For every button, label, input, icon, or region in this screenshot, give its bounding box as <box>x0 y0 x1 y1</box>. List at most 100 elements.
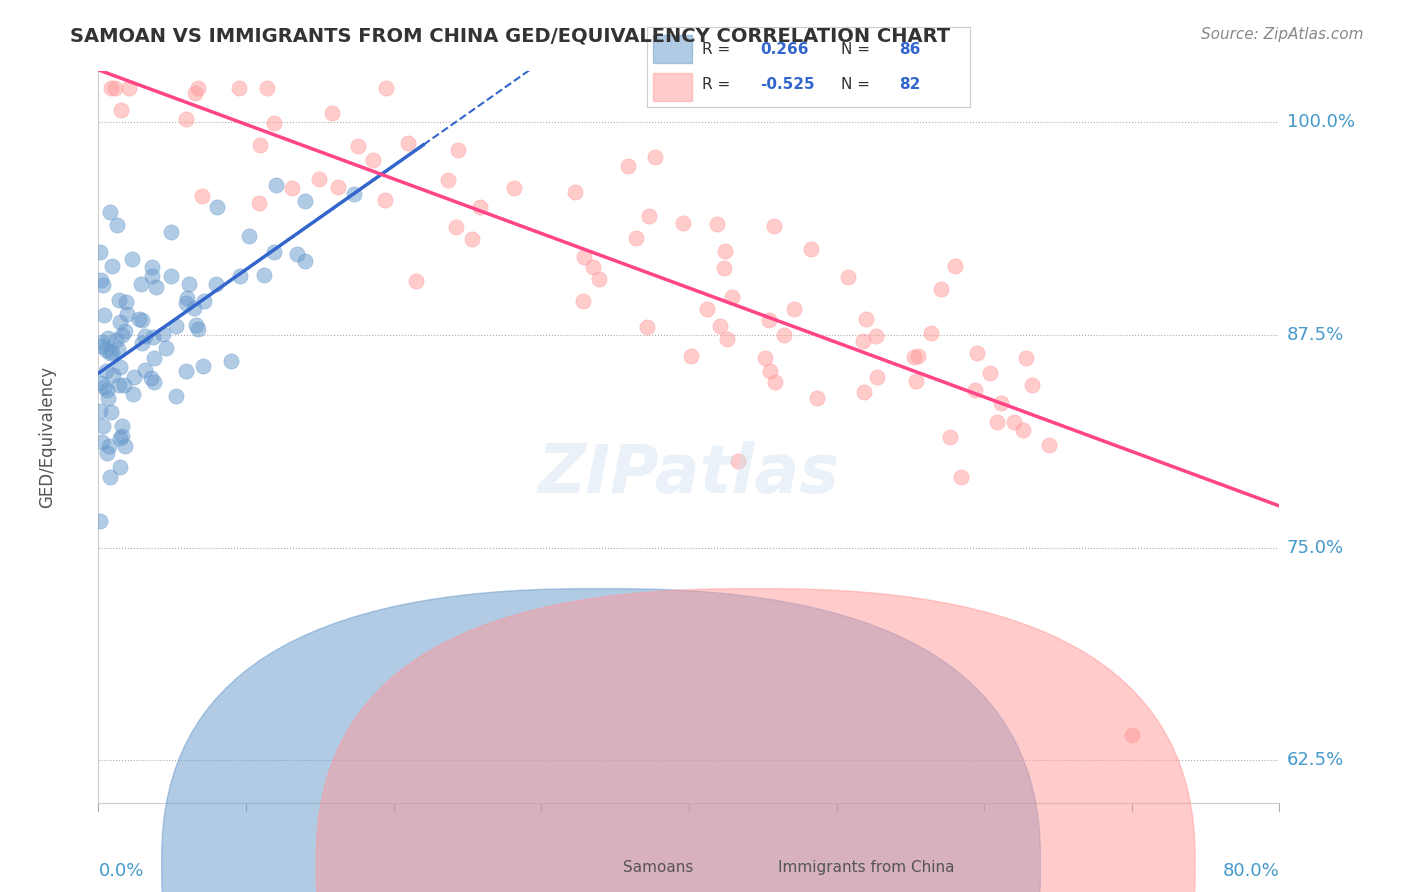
Point <box>773 328 796 343</box>
Point <box>754 351 776 365</box>
Point <box>447 143 470 157</box>
Point <box>134 328 156 343</box>
Bar <box>654 35 692 62</box>
Point <box>100 81 122 95</box>
Point <box>110 315 132 329</box>
Point <box>800 242 823 256</box>
Point <box>131 335 153 350</box>
Point <box>321 105 343 120</box>
Text: ZIPatlas: ZIPatlas <box>538 441 839 507</box>
Point <box>264 178 287 193</box>
Point <box>256 81 278 95</box>
Point <box>637 210 659 224</box>
Point <box>98 439 121 453</box>
Point <box>852 334 875 348</box>
Point <box>94 343 117 358</box>
Point <box>160 225 183 239</box>
Point <box>965 384 987 398</box>
Point <box>134 362 156 376</box>
Point <box>280 181 302 195</box>
Point <box>696 302 718 317</box>
Point <box>294 194 316 208</box>
Point <box>617 159 640 173</box>
Point <box>128 311 150 326</box>
Point <box>979 367 1001 381</box>
Point <box>118 81 141 95</box>
Point <box>221 353 243 368</box>
Text: Source: ZipAtlas.com: Source: ZipAtlas.com <box>1201 27 1364 42</box>
Point <box>89 514 111 528</box>
Point <box>187 322 209 336</box>
Text: 86: 86 <box>898 42 921 57</box>
Point <box>107 378 129 392</box>
Point <box>308 172 330 186</box>
Point <box>155 341 177 355</box>
Point <box>644 150 666 164</box>
Point <box>142 351 165 365</box>
Point <box>866 370 889 384</box>
Text: 80.0%: 80.0% <box>1223 863 1279 880</box>
Point <box>205 277 228 292</box>
Point <box>205 200 228 214</box>
Point <box>174 364 197 378</box>
Point <box>361 153 384 168</box>
Text: N =: N = <box>841 42 870 57</box>
Point <box>763 219 786 233</box>
Point <box>100 345 122 359</box>
Point <box>763 375 786 389</box>
Text: -0.525: -0.525 <box>759 77 814 92</box>
Point <box>905 374 928 388</box>
Point <box>920 326 942 340</box>
Point <box>100 205 122 219</box>
Point <box>574 250 596 264</box>
Point <box>572 293 595 308</box>
Point <box>837 269 859 284</box>
Point <box>96 384 118 398</box>
Point <box>588 271 610 285</box>
Point <box>713 261 735 276</box>
Point <box>966 346 988 360</box>
Point <box>253 268 276 282</box>
Point <box>444 219 467 234</box>
Point <box>174 112 197 126</box>
Point <box>90 273 112 287</box>
Point <box>100 405 122 419</box>
Point <box>727 454 749 468</box>
Point <box>124 369 146 384</box>
Point <box>1002 415 1025 429</box>
Point <box>142 330 165 344</box>
Point <box>903 350 925 364</box>
Point <box>907 349 929 363</box>
Point <box>375 81 398 95</box>
Point <box>174 296 197 310</box>
Text: 100.0%: 100.0% <box>1286 113 1355 131</box>
Point <box>636 319 658 334</box>
Point <box>111 429 134 443</box>
Point <box>624 231 647 245</box>
Point <box>110 103 132 117</box>
Point <box>396 136 419 150</box>
Point <box>716 332 738 346</box>
Point <box>343 186 366 201</box>
Point <box>107 342 129 356</box>
Point <box>90 376 112 391</box>
Point <box>111 327 134 342</box>
Point <box>865 329 887 343</box>
Point <box>1021 378 1043 392</box>
Point <box>1038 437 1060 451</box>
Point <box>101 368 124 383</box>
Text: SAMOAN VS IMMIGRANTS FROM CHINA GED/EQUIVALENCY CORRELATION CHART: SAMOAN VS IMMIGRANTS FROM CHINA GED/EQUI… <box>70 27 950 45</box>
Point <box>187 81 209 95</box>
Point <box>852 384 875 399</box>
Point <box>1012 423 1035 437</box>
Point <box>96 446 118 460</box>
Point <box>681 349 703 363</box>
Point <box>783 302 806 317</box>
Point <box>263 116 285 130</box>
Point <box>108 359 131 374</box>
Point <box>502 181 524 195</box>
Point <box>943 260 966 274</box>
Point <box>294 254 316 268</box>
Bar <box>654 72 692 101</box>
Point <box>115 294 138 309</box>
